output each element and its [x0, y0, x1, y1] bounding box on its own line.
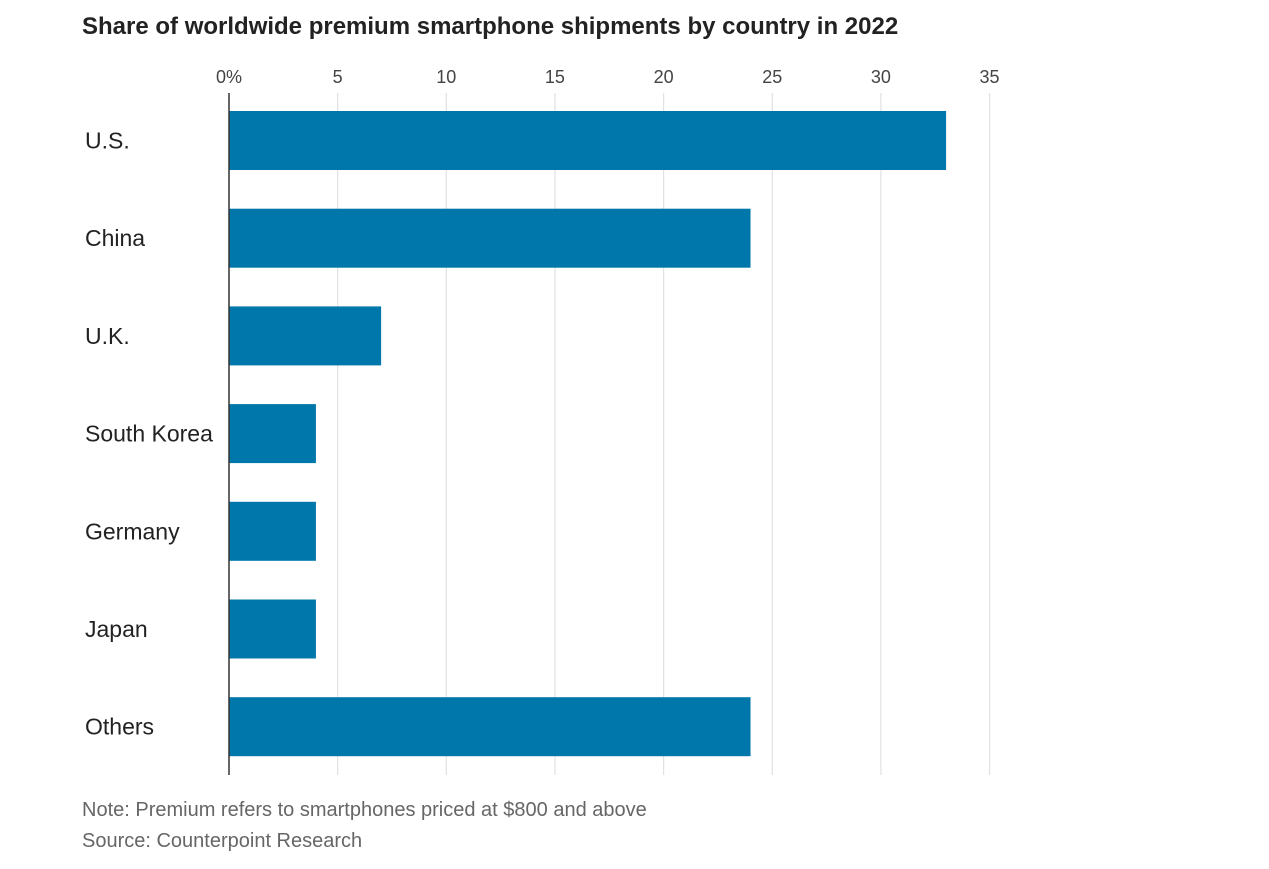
bar-u-k — [229, 306, 382, 366]
bar-south-korea — [229, 404, 316, 464]
chart-source: Source: Counterpoint Research — [82, 830, 363, 852]
x-tick-label-35: 35 — [980, 67, 1000, 87]
category-label-others: Others — [85, 714, 154, 740]
bar-u-s — [229, 111, 947, 170]
bar-chart: 0% 5 10 15 20 25 30 35 U.S. China U.K. South Korea G… — [85, 67, 1000, 775]
x-tick-label-10: 10 — [436, 67, 456, 87]
bar-japan — [229, 599, 316, 659]
bar-china — [229, 208, 751, 268]
chart-note: Note: Premium refers to smartphones pric… — [82, 799, 647, 821]
x-tick-label-25: 25 — [762, 67, 782, 87]
chart-title: Share of worldwide premium smartphone sh… — [82, 13, 899, 40]
category-label-u-k: U.K. — [85, 323, 130, 349]
bar-germany — [229, 501, 316, 561]
x-tick-label-15: 15 — [545, 67, 565, 87]
x-tick-label-30: 30 — [871, 67, 891, 87]
category-label-china: China — [85, 225, 145, 251]
x-tick-label-20: 20 — [654, 67, 674, 87]
x-tick-label-0: 0% — [216, 67, 242, 87]
category-label-japan: Japan — [85, 616, 148, 642]
category-label-u-s: U.S. — [85, 128, 130, 154]
category-label-south-korea: South Korea — [85, 421, 213, 447]
category-label-germany: Germany — [85, 518, 180, 544]
x-tick-label-5: 5 — [333, 67, 343, 87]
bar-others — [229, 697, 751, 757]
